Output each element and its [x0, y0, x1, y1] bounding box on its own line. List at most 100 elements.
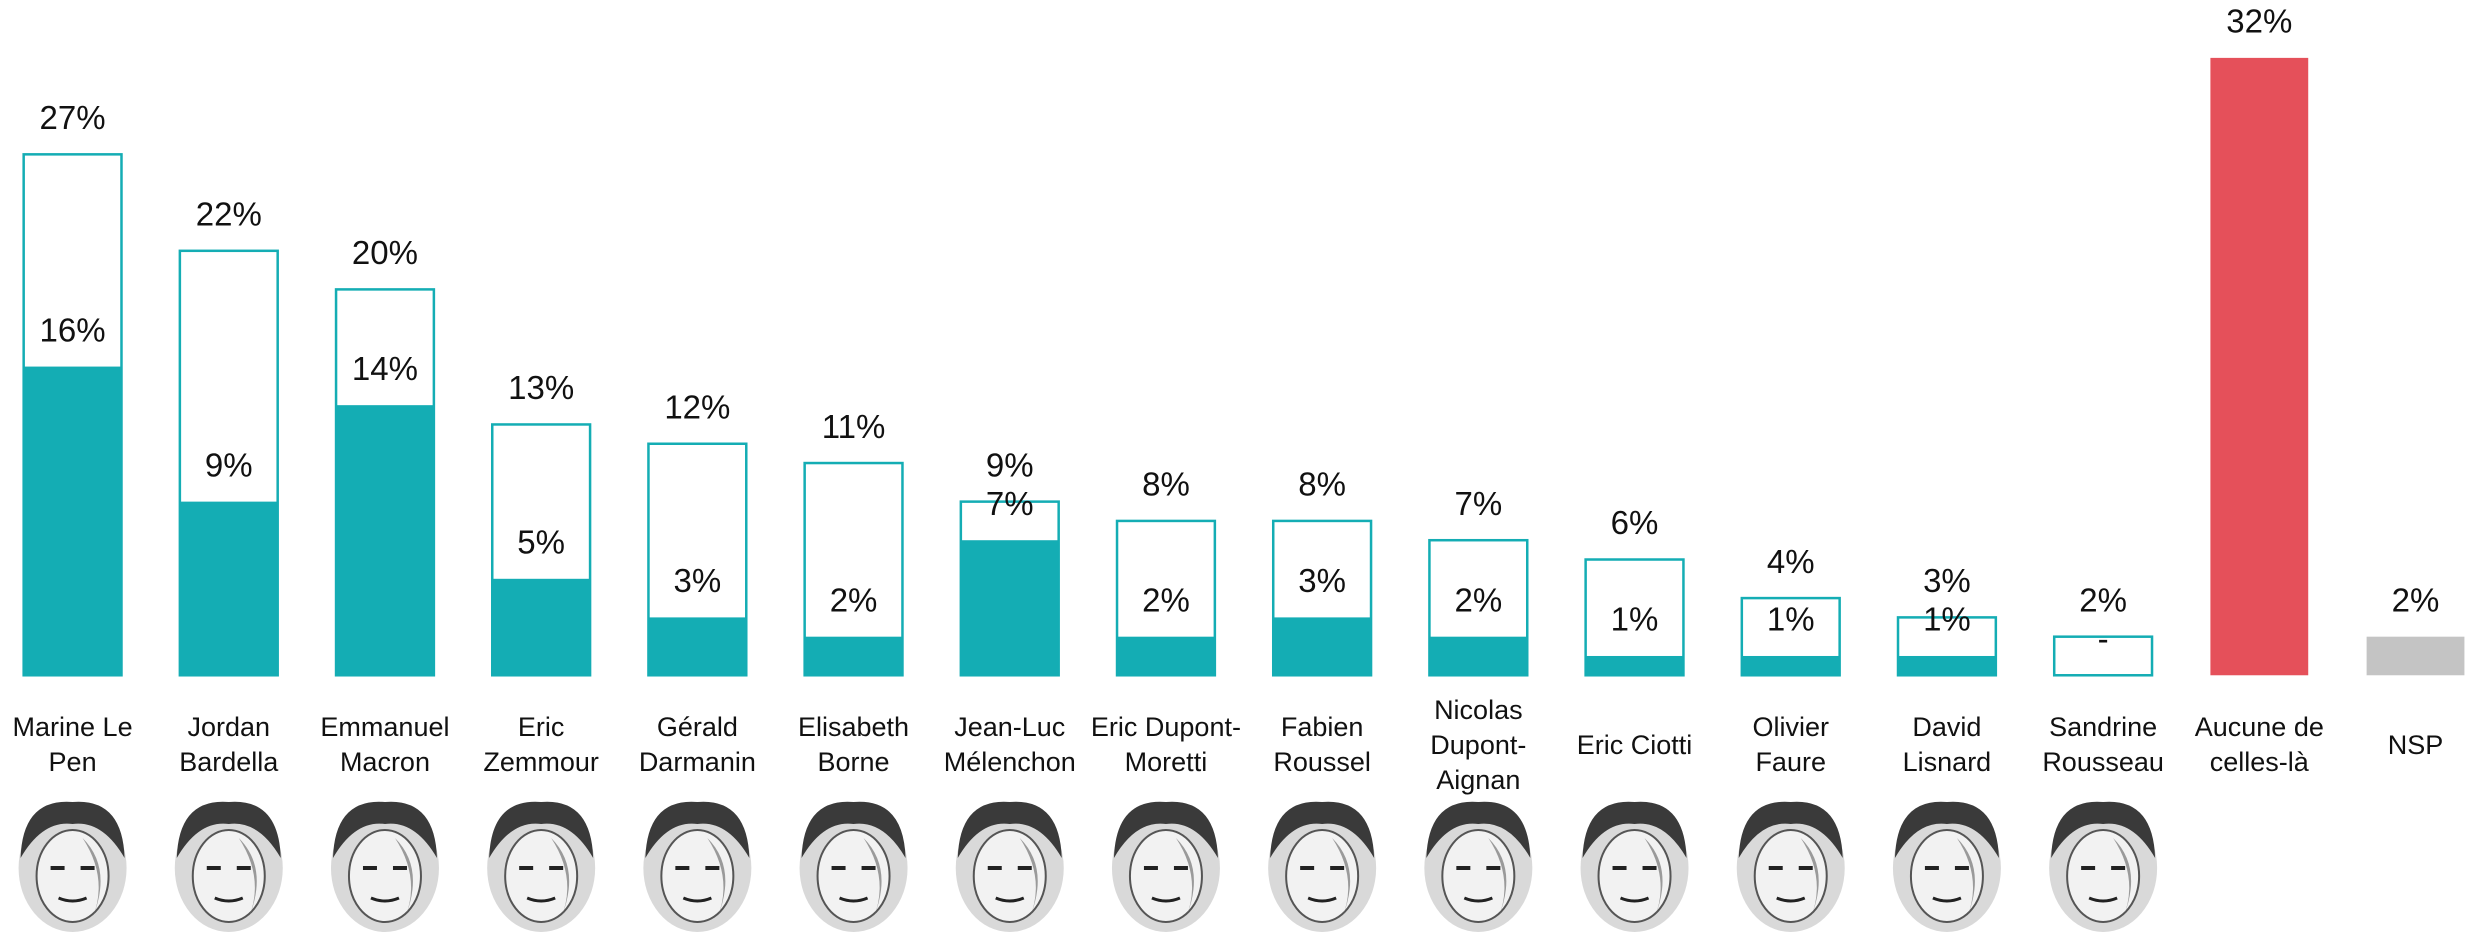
portrait-hair	[957, 801, 1062, 858]
portrait-face	[191, 829, 266, 923]
portrait-mouth	[1619, 896, 1650, 903]
portrait-shade	[2113, 838, 2132, 918]
value-label: 4%	[1767, 543, 1815, 580]
value-label: 1%	[1611, 601, 1659, 638]
value-label: 3%	[1298, 562, 1346, 599]
bar-inner	[648, 617, 747, 676]
portrait-mouth	[1307, 896, 1337, 903]
value-label: 2%	[2392, 581, 2440, 618]
portrait-shade	[1956, 838, 1975, 918]
value-label: 1%	[1767, 601, 1815, 638]
portrait-hair	[645, 801, 750, 858]
portrait-mouth	[995, 896, 1025, 903]
portrait-face	[1441, 829, 1516, 923]
value-label: 32%	[2226, 3, 2292, 40]
category-label: NSP	[2387, 729, 2444, 760]
value-label: 1%	[1923, 601, 1971, 638]
bar-inner	[1273, 617, 1372, 676]
value-label: 2%	[830, 581, 878, 618]
portrait-hair	[1270, 801, 1375, 858]
bar-inner	[1585, 655, 1684, 676]
category-label: Eric Zemmour	[483, 712, 599, 777]
bar-inner	[1741, 655, 1840, 676]
category-label: Olivier Faure	[1752, 712, 1829, 777]
portrait-shade	[1644, 838, 1663, 918]
bar-total	[2366, 636, 2465, 676]
bar-total	[2052, 635, 2154, 677]
value-label: 2%	[1454, 581, 1502, 618]
category-label: Jordan Bardella	[179, 712, 279, 777]
portrait-mouth	[682, 896, 712, 903]
portrait-face	[35, 829, 110, 923]
value-label: 9%	[986, 446, 1034, 483]
portrait-face	[1128, 829, 1203, 923]
category-label: Jean-Luc Mélenchon	[943, 712, 1076, 777]
portrait-shade	[394, 838, 413, 918]
portrait-hair	[1894, 801, 1999, 858]
category-label: Sandrine Rousseau	[2042, 712, 2164, 777]
value-label: 7%	[986, 485, 1034, 522]
value-label: 27%	[40, 99, 106, 136]
value-label: 8%	[1142, 466, 1190, 503]
value-label: 3%	[1923, 562, 1971, 599]
portrait-hair	[1738, 801, 1843, 858]
portrait-hair	[1582, 801, 1687, 858]
portrait-mouth	[1463, 896, 1493, 903]
bar-inner	[23, 366, 122, 676]
portrait-face	[1285, 829, 1360, 923]
portrait-mouth	[526, 896, 556, 903]
value-label: 5%	[517, 524, 565, 561]
portrait-shade	[1488, 838, 1507, 918]
portrait-shade	[863, 838, 882, 918]
value-label: 14%	[352, 350, 418, 387]
bar-total	[2210, 57, 2309, 676]
portrait-face	[2066, 829, 2141, 923]
bar-inner	[179, 501, 278, 676]
category-label: Emmanuel Macron	[320, 712, 450, 777]
bar-inner	[960, 540, 1059, 676]
category-label: Eric Dupont-Moretti	[1090, 712, 1241, 777]
value-label: 2%	[1142, 581, 1190, 618]
bar-inner	[1898, 655, 1996, 676]
value-label: 13%	[508, 369, 574, 406]
portrait-hair	[1113, 801, 1218, 858]
portrait-shade	[1800, 838, 1819, 918]
bar-inner	[1429, 636, 1528, 676]
portrait-shade	[551, 838, 570, 918]
value-label: 22%	[196, 196, 262, 233]
portrait-mouth	[57, 896, 88, 903]
portrait-mouth	[1776, 896, 1806, 903]
category-label: Gérald Darmanin	[638, 712, 756, 777]
bar-inner	[1117, 636, 1215, 676]
portrait-face	[660, 829, 735, 923]
portrait-face	[972, 829, 1047, 923]
portrait-mouth	[214, 896, 244, 903]
portrait-hair	[2051, 801, 2156, 858]
portrait-shade	[1019, 838, 1038, 918]
category-label: Nicolas Dupont-Aignan	[1430, 694, 1527, 795]
bar-inner	[492, 578, 591, 676]
portrait-face	[1909, 829, 1984, 923]
portrait-face	[1597, 829, 1672, 923]
bar-inner	[804, 636, 903, 676]
category-label: Eric Ciotti	[1576, 729, 1693, 760]
portrait-face	[347, 829, 422, 923]
value-label: 9%	[205, 446, 253, 483]
bar-inner	[336, 405, 434, 676]
portrait-hair	[332, 801, 437, 858]
value-label: -	[2098, 620, 2109, 657]
portrait-shade	[238, 838, 257, 918]
portrait-face	[1753, 829, 1828, 923]
portrait-hair	[20, 801, 125, 858]
portrait-mouth	[838, 896, 869, 903]
portrait-face	[816, 829, 891, 923]
category-label: Aucune de celles-là	[2194, 712, 2324, 777]
portrait-hair	[801, 801, 906, 858]
value-label: 12%	[664, 388, 730, 425]
portrait-shade	[82, 838, 101, 918]
value-label: 8%	[1298, 466, 1346, 503]
portrait-hair	[1426, 801, 1531, 858]
portrait-hair	[176, 801, 281, 858]
value-label: 3%	[674, 562, 722, 599]
